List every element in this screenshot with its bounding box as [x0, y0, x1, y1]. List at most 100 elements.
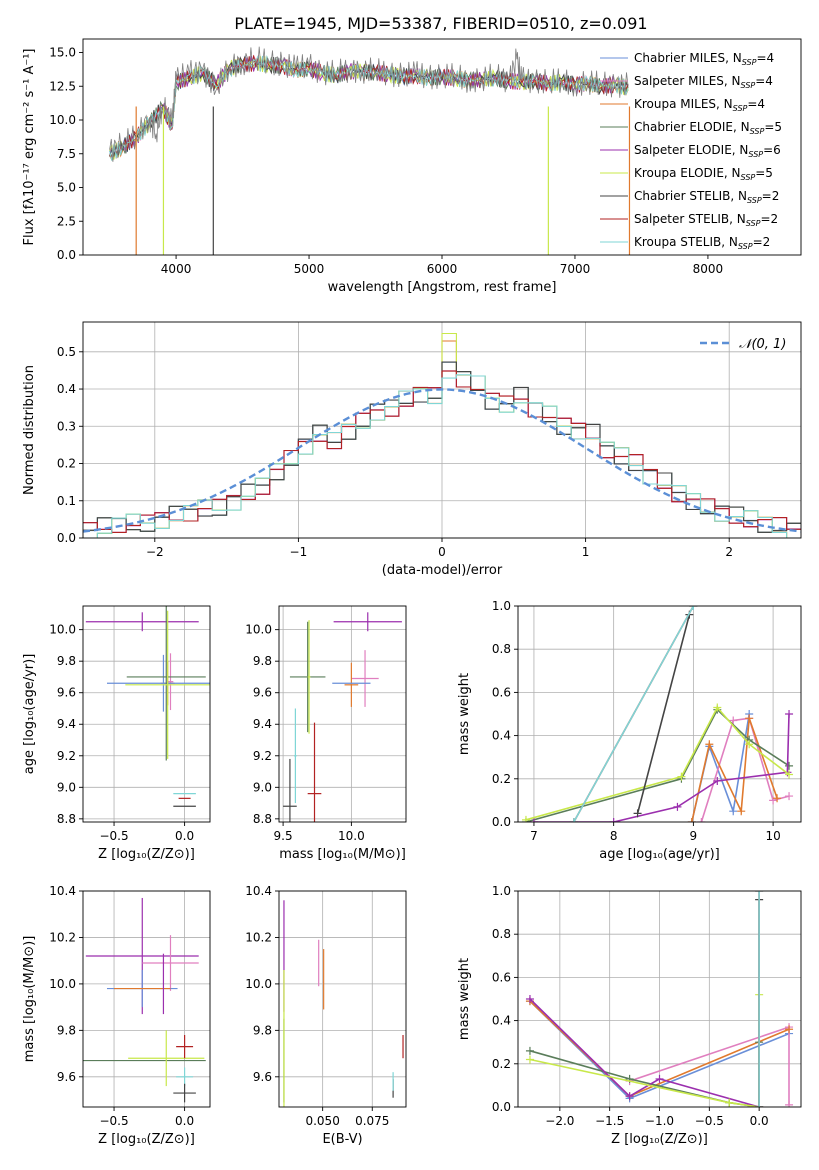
point-marker	[773, 794, 782, 803]
x-tick-label: 4000	[161, 262, 192, 276]
series-salp_elodie	[533, 713, 790, 822]
y-tick-label: 0.3	[57, 419, 76, 433]
series-salp_elodie	[529, 998, 760, 1107]
x-axis-label: age [log₁₀(age/yr)]	[599, 847, 720, 862]
y-tick-label: 9.4	[57, 717, 76, 731]
point-marker	[687, 818, 696, 822]
x-tick-label: −1.5	[595, 1114, 624, 1128]
point-marker	[729, 716, 738, 725]
errorbar-salp_miles	[351, 650, 379, 707]
y-tick-label: 0.1	[57, 494, 76, 508]
point-marker	[785, 1100, 794, 1107]
x-tick-label: 1	[582, 545, 590, 559]
y-tick-label: 9.6	[57, 686, 76, 700]
x-tick-label: 5000	[294, 262, 325, 276]
x-tick-label: 8000	[693, 262, 724, 276]
point-marker	[705, 740, 714, 749]
x-tick-label: 7000	[560, 262, 591, 276]
axes-frame	[82, 890, 211, 1108]
panel-massweight_vs_Z: −2.0 −1.5 −1.0 −0.5 0.0 0.0 0.2 0.4 0.6 0.8 1.0 Z […	[457, 884, 802, 1147]
y-tick-label: 9.8	[253, 654, 272, 668]
plot-area	[283, 900, 404, 1107]
point-marker	[609, 818, 618, 822]
y-tick-label: 1.0	[492, 884, 511, 898]
y-tick-label: 0.5	[57, 345, 76, 359]
x-tick-label: −1.0	[645, 1114, 674, 1128]
legend-label: 𝒩(0, 1)	[739, 337, 786, 352]
y-axis-label: age [log₁₀(age/yr)]	[22, 654, 37, 775]
x-tick-label: −0.5	[99, 829, 128, 843]
errorbar-krou_elodie	[125, 610, 210, 759]
y-tick-label: 0.6	[492, 970, 511, 984]
y-tick-label: 0.4	[57, 382, 76, 396]
x-tick-label: 7	[530, 829, 538, 843]
y-axis-label: mass weight	[457, 673, 472, 755]
errorbar-salp_stelib	[176, 1035, 194, 1059]
legend-label: Kroupa MILES, NSSP=4	[634, 97, 765, 113]
legend-entry-salp_miles: Salpeter MILES, NSSP=4	[600, 74, 773, 90]
y-tick-label: 5.0	[57, 181, 76, 195]
errorbar-chab_stelib	[283, 758, 297, 822]
x-tick-label: 0.075	[355, 1114, 389, 1128]
point-marker	[677, 772, 686, 781]
series-chab_stelib	[636, 614, 691, 814]
x-tick-label: −0.5	[99, 1114, 128, 1128]
plot-area	[85, 606, 210, 807]
point-marker	[745, 714, 754, 723]
axes-frame	[82, 605, 211, 823]
point-marker	[655, 1074, 664, 1083]
plot-area	[521, 606, 794, 822]
x-tick-label: 8	[610, 829, 618, 843]
legend-entry-salp_elodie: Salpeter ELODIE, NSSP=6	[600, 143, 781, 159]
errorbar-salp_elodie	[333, 612, 402, 632]
errorbar-krou_elodie	[307, 620, 311, 734]
y-axis-label: Flux [fλ10⁻¹⁷ erg cm⁻² s⁻¹ A⁻¹]	[22, 49, 37, 246]
point-marker	[785, 761, 794, 770]
point-marker	[725, 1098, 734, 1107]
legend-label: Salpeter ELODIE, NSSP=6	[634, 143, 781, 159]
y-tick-label: 9.2	[57, 749, 76, 763]
x-tick-label: 10	[765, 829, 780, 843]
axes-frame	[278, 890, 407, 1108]
y-axis-label: Normed distribution	[22, 365, 37, 495]
y-tick-label: 0.8	[492, 642, 511, 656]
errorbar-krou_miles	[344, 662, 359, 707]
legend-label: Chabrier MILES, NSSP=4	[634, 51, 774, 67]
y-tick-label: 9.6	[57, 1070, 76, 1084]
y-tick-label: 9.6	[253, 686, 272, 700]
y-tick-label: 2.5	[57, 214, 76, 228]
legend-label: Kroupa STELIB, NSSP=2	[634, 235, 770, 251]
x-axis-label: Z [log₁₀(Z/Z⊙)]	[98, 1132, 195, 1147]
point-marker	[755, 1103, 764, 1107]
x-tick-label: −2.0	[545, 1114, 574, 1128]
y-tick-label: 9.8	[57, 1023, 76, 1037]
x-tick-label: 0.0	[750, 1114, 769, 1128]
errorbar-chab_stelib	[173, 1083, 196, 1103]
y-tick-label: 9.0	[253, 780, 272, 794]
point-marker	[755, 891, 764, 895]
y-tick-label: 10.2	[49, 930, 76, 944]
x-tick-label: 0.0	[175, 1114, 194, 1128]
axes-frame	[278, 605, 407, 823]
x-axis-label: wavelength [Angstrom, rest frame]	[328, 280, 557, 295]
point-marker	[769, 796, 778, 805]
legend-entry-chab_stelib: Chabrier STELIB, NSSP=2	[600, 189, 779, 205]
y-tick-label: 10.0	[49, 623, 76, 637]
errorbar-krou_stelib	[176, 1067, 194, 1087]
point-marker	[521, 815, 530, 822]
errorbar-salp_miles	[142, 935, 199, 991]
x-tick-label: 0	[438, 545, 446, 559]
errorbar-chab_miles	[106, 654, 210, 712]
y-tick-label: 9.4	[253, 717, 272, 731]
y-tick-label: 0.0	[492, 815, 511, 829]
legend-entry-chab_miles: Chabrier MILES, NSSP=4	[600, 51, 774, 67]
point-marker	[673, 802, 682, 811]
panel-mass_vs_ebv: 0.050 0.075 9.6 9.8 10.0 10.2 10.4 E(B-V)	[245, 884, 407, 1147]
legend-label: Salpeter STELIB, NSSP=2	[634, 212, 778, 228]
y-tick-label: 0.0	[57, 531, 76, 545]
y-tick-label: 9.2	[253, 749, 272, 763]
y-tick-label: 10.2	[245, 930, 272, 944]
axes-frame	[517, 605, 802, 823]
y-tick-label: 9.6	[253, 1070, 272, 1084]
